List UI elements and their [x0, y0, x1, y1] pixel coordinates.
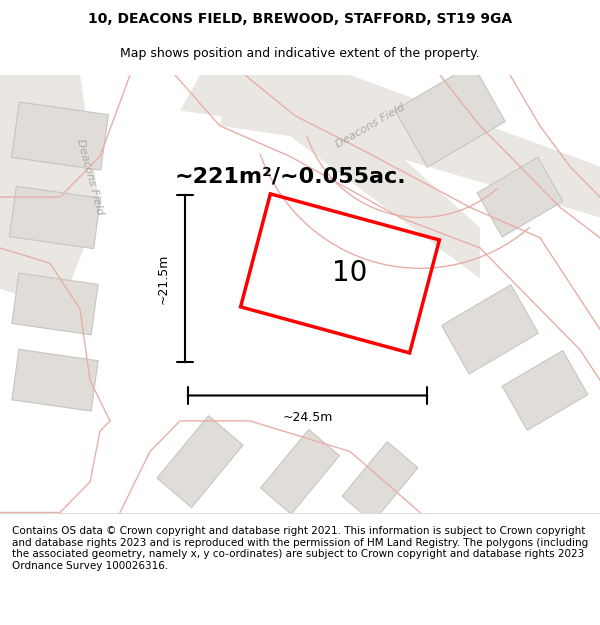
Polygon shape: [157, 416, 243, 508]
Text: Deacons Field: Deacons Field: [75, 138, 105, 216]
Text: ~24.5m: ~24.5m: [283, 411, 332, 424]
Polygon shape: [11, 102, 109, 170]
Text: Deacons Field: Deacons Field: [334, 102, 406, 150]
Polygon shape: [180, 75, 600, 218]
Polygon shape: [477, 158, 563, 237]
Text: 10, DEACONS FIELD, BREWOOD, STAFFORD, ST19 9GA: 10, DEACONS FIELD, BREWOOD, STAFFORD, ST…: [88, 12, 512, 26]
Polygon shape: [342, 442, 418, 522]
Text: Map shows position and indicative extent of the property.: Map shows position and indicative extent…: [120, 48, 480, 61]
Polygon shape: [12, 273, 98, 335]
Polygon shape: [395, 64, 505, 168]
Polygon shape: [502, 351, 588, 430]
Polygon shape: [12, 349, 98, 411]
Polygon shape: [220, 75, 480, 279]
Polygon shape: [10, 186, 101, 249]
Text: 10: 10: [332, 259, 368, 288]
Text: ~21.5m: ~21.5m: [157, 253, 170, 304]
Text: ~221m²/~0.055ac.: ~221m²/~0.055ac.: [174, 167, 406, 187]
Polygon shape: [442, 285, 538, 374]
Text: Contains OS data © Crown copyright and database right 2021. This information is : Contains OS data © Crown copyright and d…: [12, 526, 588, 571]
Polygon shape: [0, 75, 100, 309]
Polygon shape: [260, 429, 340, 514]
